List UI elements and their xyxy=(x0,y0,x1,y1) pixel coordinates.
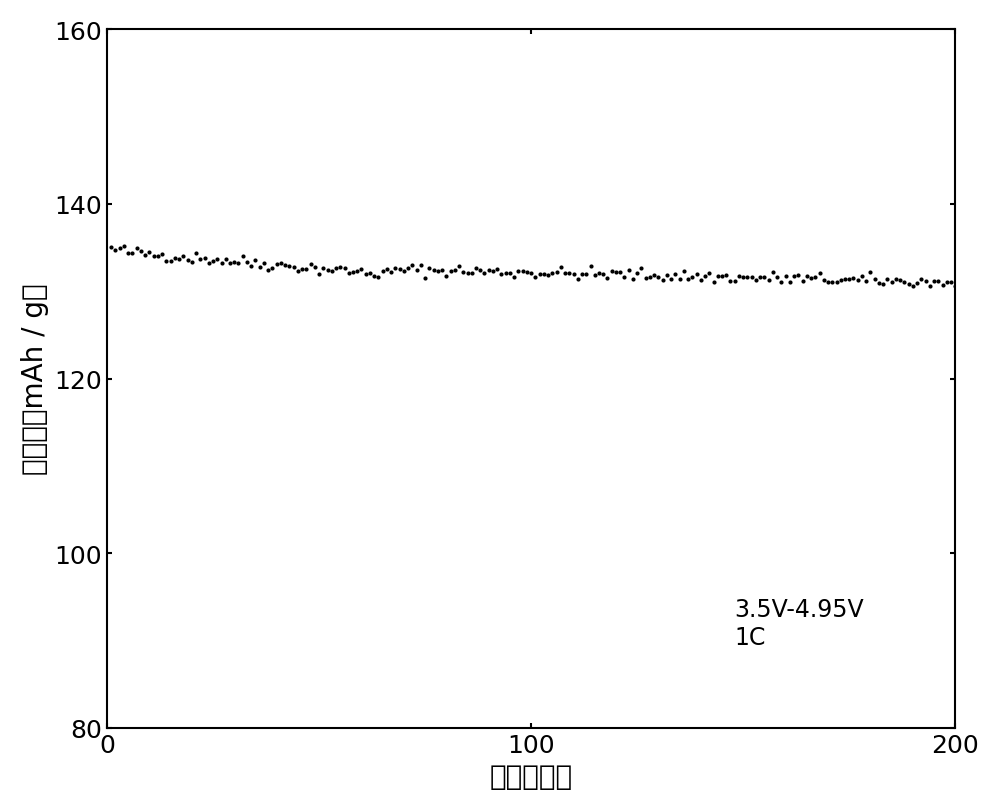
X-axis label: 循环（次）: 循环（次） xyxy=(490,762,573,790)
Text: 3.5V-4.95V
1C: 3.5V-4.95V 1C xyxy=(735,598,864,650)
Y-axis label: 比容量（mAh / g）: 比容量（mAh / g） xyxy=(21,283,49,474)
